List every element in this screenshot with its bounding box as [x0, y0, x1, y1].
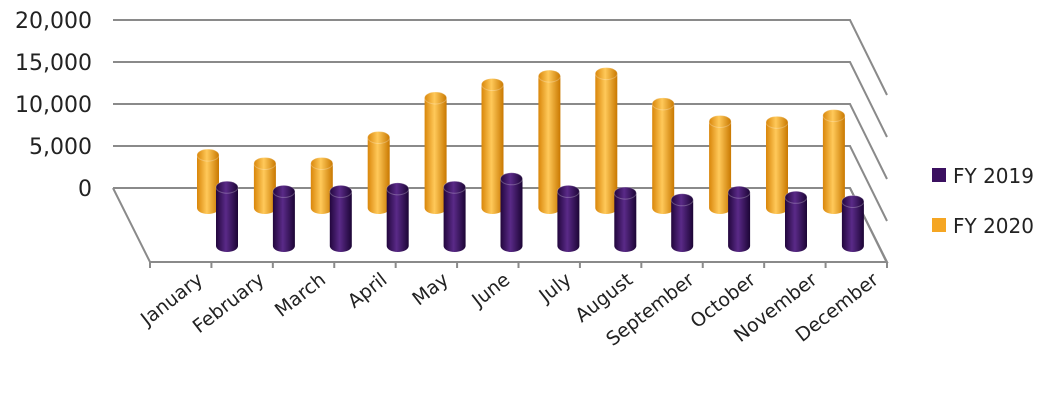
- bar-fy2019: [841, 194, 865, 252]
- bar-fy2020: [310, 156, 334, 214]
- bar-fy2019: [727, 185, 751, 252]
- legend-label-fy2020: FY 2020: [953, 214, 1034, 238]
- x-category-label: March: [271, 269, 330, 322]
- bars: [196, 67, 865, 252]
- bar-fy2020: [424, 91, 448, 214]
- bar-fy2020: [708, 114, 732, 214]
- bar-fy2019: [272, 184, 296, 252]
- x-category-label: April: [344, 269, 392, 313]
- bar-fy2019: [670, 193, 694, 252]
- gridline: [113, 61, 888, 138]
- bar-fy2019: [215, 180, 239, 252]
- bar-fy2020: [253, 156, 277, 214]
- y-tick-label: 15,000: [15, 51, 92, 76]
- axis-lines: [112, 187, 889, 268]
- x-category-label: July: [534, 269, 575, 308]
- y-axis-ticks: 0 5,000 10,000 15,000 20,000: [15, 9, 92, 202]
- bar-fy2020: [481, 78, 504, 215]
- legend-swatch-fy2020: [932, 218, 946, 232]
- bar-fy2020: [822, 109, 846, 214]
- y-tick-label: 10,000: [15, 93, 92, 118]
- bar-fy2020: [196, 148, 220, 214]
- legend-label-fy2019: FY 2019: [953, 164, 1034, 188]
- x-category-label: June: [467, 269, 514, 312]
- bar-fy2020: [594, 67, 618, 214]
- bar-fy2020: [651, 97, 675, 214]
- bar-fy2019: [784, 190, 808, 252]
- gridline: [113, 19, 888, 96]
- y-tick-label: 0: [78, 177, 92, 202]
- bar-fy2019: [386, 182, 410, 252]
- bar-fy2019: [443, 180, 467, 252]
- legend: FY 2019 FY 2020: [932, 164, 1034, 238]
- y-tick-label: 5,000: [29, 135, 92, 160]
- bar-fy2019: [556, 184, 580, 252]
- bar-fy2020: [765, 115, 789, 214]
- bar-fy2019: [500, 172, 523, 252]
- bar-fy2019: [329, 184, 353, 252]
- bar-fy2020: [537, 69, 561, 215]
- legend-swatch-fy2019: [932, 168, 946, 182]
- x-category-label: May: [408, 269, 452, 311]
- bar-fy2019: [613, 186, 637, 252]
- bar-fy2020: [367, 130, 391, 214]
- y-tick-label: 20,000: [15, 9, 92, 34]
